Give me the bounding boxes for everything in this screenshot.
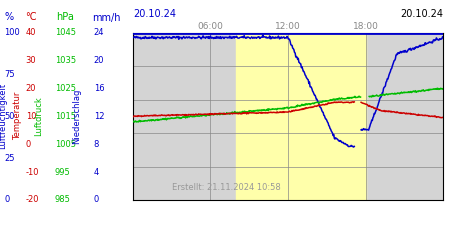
Text: -20: -20 [26, 196, 39, 204]
Text: 0: 0 [26, 140, 31, 149]
Text: 1045: 1045 [55, 28, 76, 37]
Text: 16: 16 [94, 84, 104, 93]
Text: 25: 25 [4, 154, 15, 162]
Text: mm/h: mm/h [92, 12, 121, 22]
Text: 1025: 1025 [55, 84, 76, 93]
Text: 75: 75 [4, 70, 15, 79]
Text: Temperatur: Temperatur [14, 92, 22, 140]
Text: 985: 985 [55, 196, 71, 204]
Text: 1015: 1015 [55, 112, 76, 121]
Text: -10: -10 [26, 168, 39, 176]
Text: Erstellt: 21.11.2024 10:58: Erstellt: 21.11.2024 10:58 [171, 182, 280, 192]
Text: 24: 24 [94, 28, 104, 37]
Text: hPa: hPa [56, 12, 74, 22]
Text: 20: 20 [26, 84, 36, 93]
Text: 4: 4 [94, 168, 99, 176]
Text: 995: 995 [55, 168, 71, 176]
Bar [236, 32, 365, 200]
Text: 40: 40 [26, 28, 36, 37]
Text: 20.10.24: 20.10.24 [400, 9, 443, 19]
Text: 1005: 1005 [55, 140, 76, 149]
Text: 0: 0 [94, 196, 99, 204]
Text: Luftdruck: Luftdruck [34, 96, 43, 136]
Text: Luftfeuchtigkeit: Luftfeuchtigkeit [0, 83, 7, 149]
Text: 50: 50 [4, 112, 15, 121]
Text: 100: 100 [4, 28, 20, 37]
Text: 12: 12 [94, 112, 104, 121]
Text: 20.10.24: 20.10.24 [133, 9, 176, 19]
Text: 10: 10 [26, 112, 36, 121]
Text: Niederschlag: Niederschlag [72, 88, 81, 144]
Text: 30: 30 [26, 56, 36, 65]
Text: °C: °C [25, 12, 36, 22]
Text: 0: 0 [4, 196, 10, 204]
Text: %: % [4, 12, 13, 22]
Text: 8: 8 [94, 140, 99, 149]
Text: 20: 20 [94, 56, 104, 65]
Text: 1035: 1035 [55, 56, 76, 65]
